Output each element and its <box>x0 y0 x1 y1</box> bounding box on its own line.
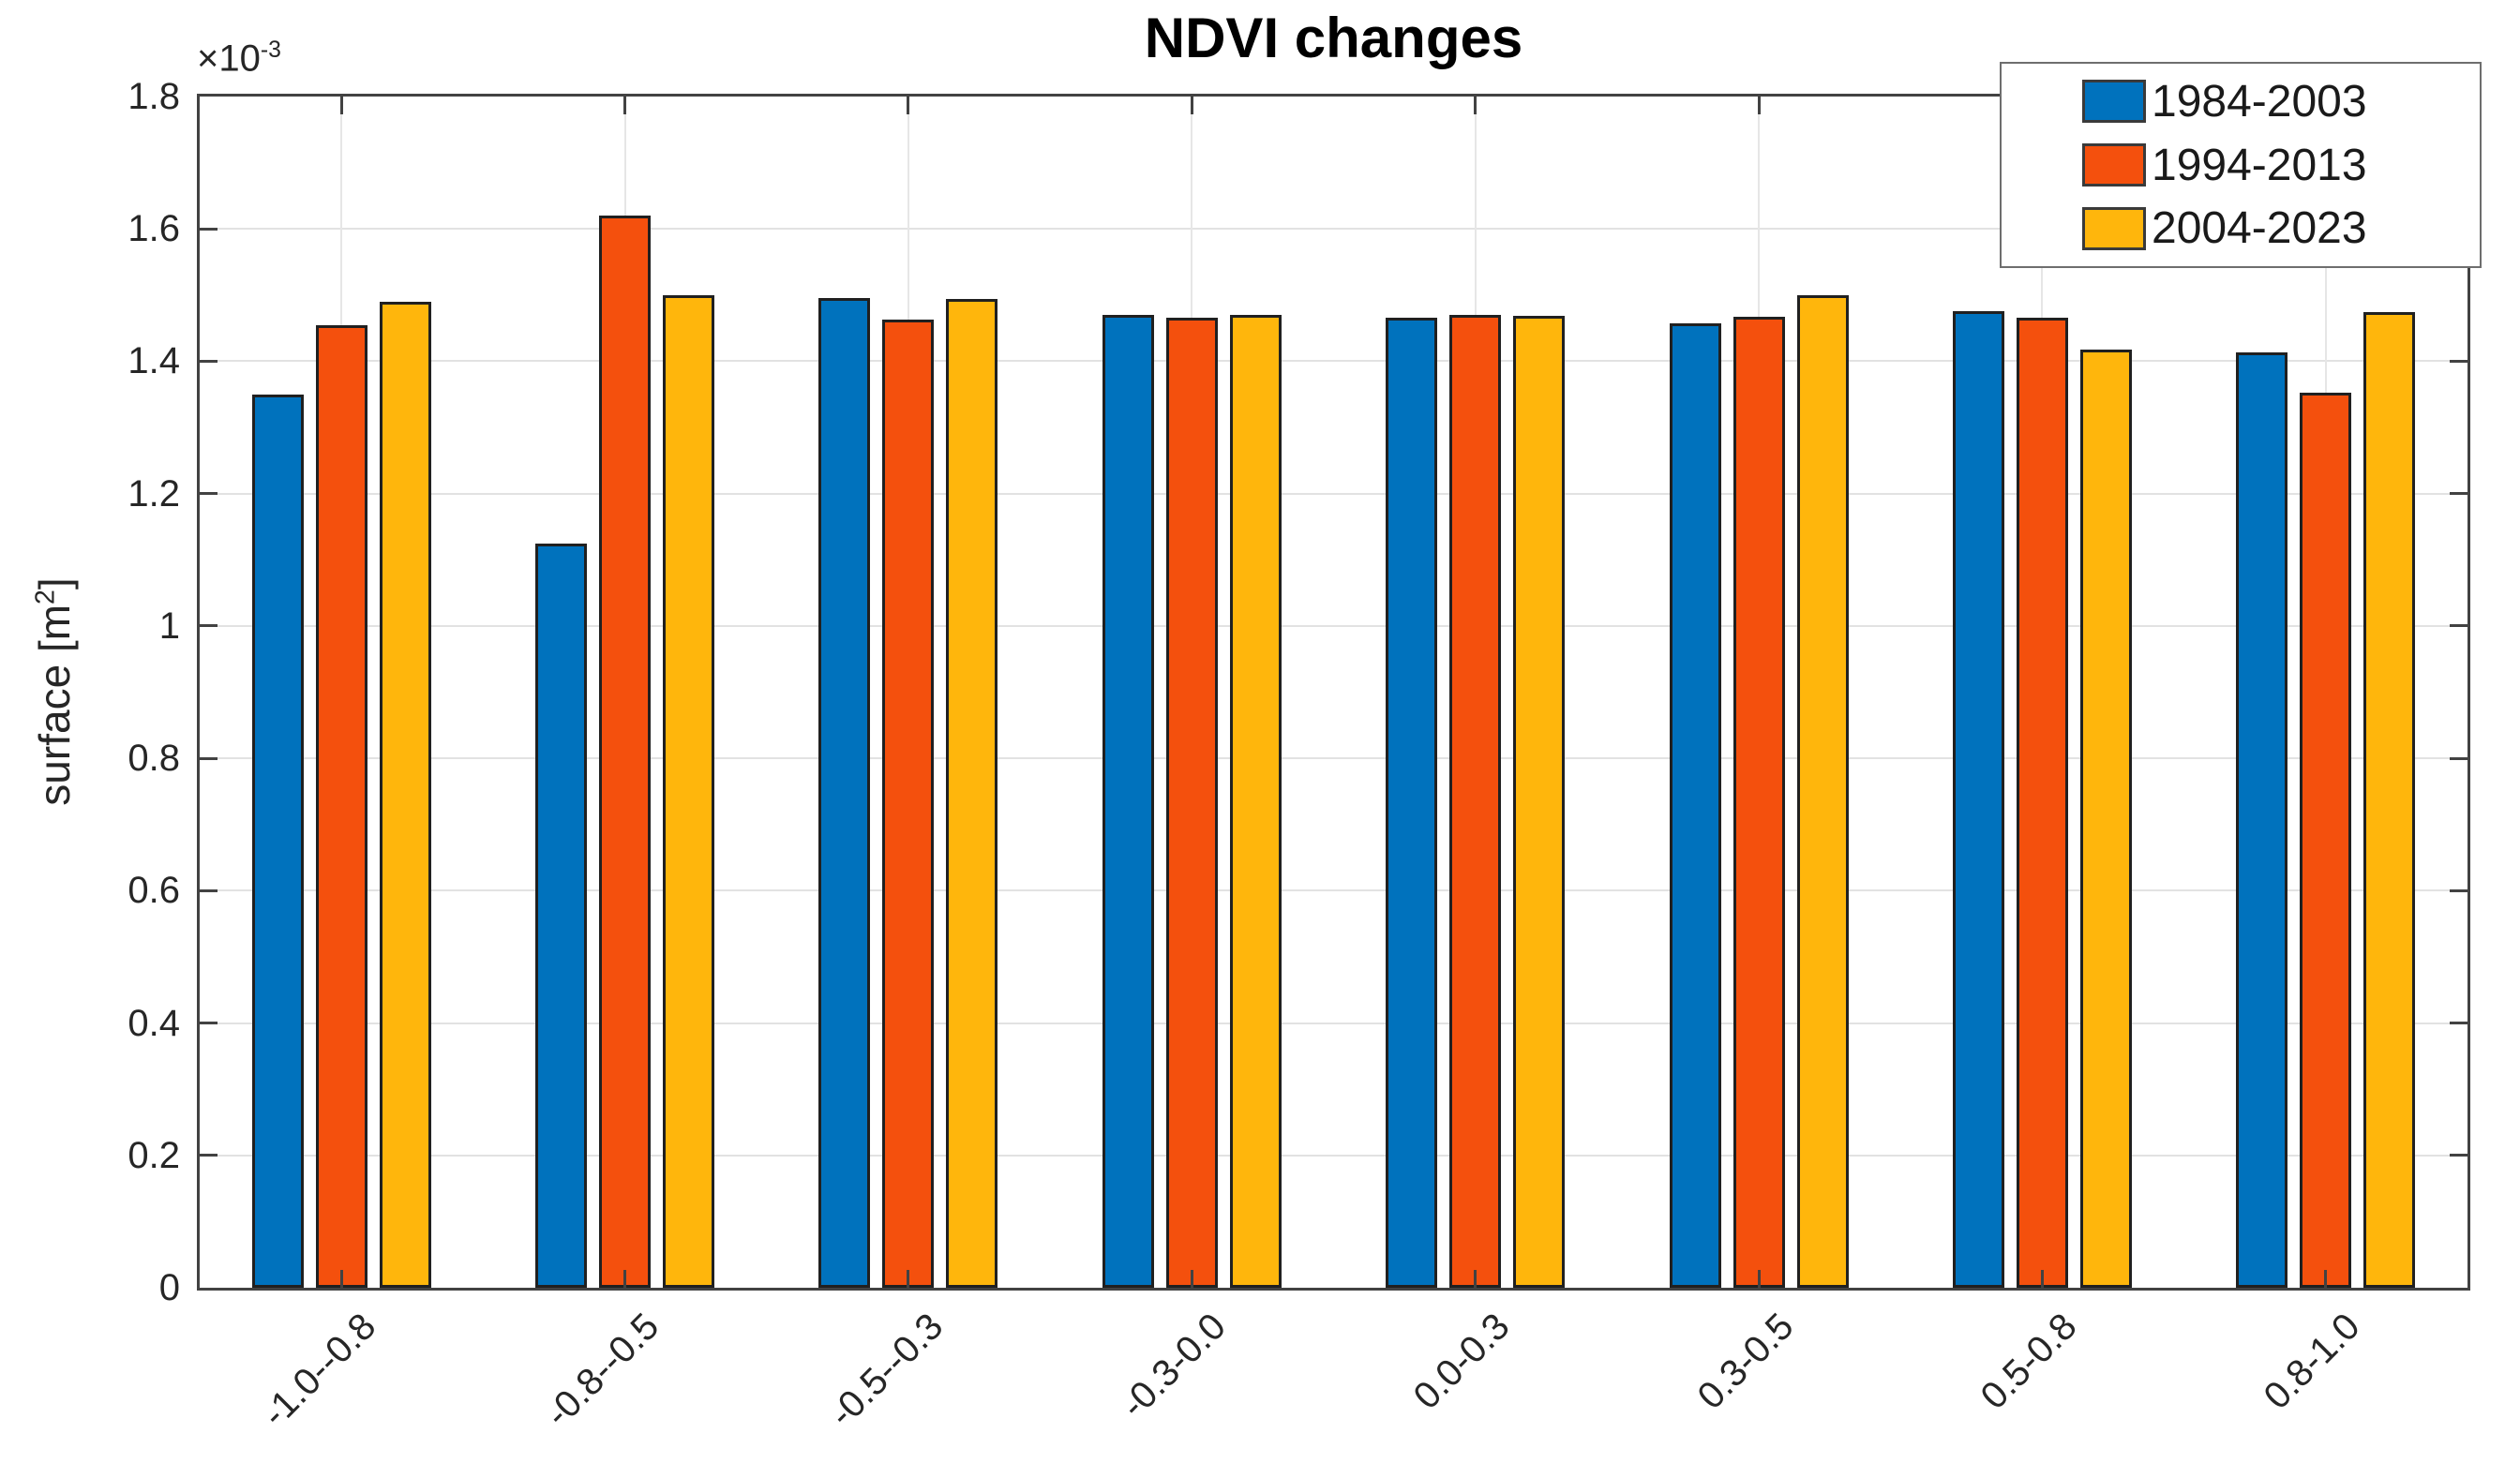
legend: 1984-2003 1994-2013 2004-2023 <box>2000 62 2482 268</box>
bar-1984-2003-0.3-0.5 <box>1669 323 1721 1288</box>
x-tick-label: 0.8-1.0 <box>2256 1306 2368 1418</box>
x-tick-mark-bottom <box>1757 1270 1761 1288</box>
y-tick-mark-left <box>200 1022 218 1025</box>
y-tick-label: 0.4 <box>128 1002 180 1044</box>
x-tick-label: -0.5--0.3 <box>821 1306 952 1436</box>
legend-entry-2004-2023: 2004-2023 <box>2082 202 2480 254</box>
y-tick-mark-left <box>200 492 218 496</box>
x-tick-mark-bottom <box>1474 1270 1478 1288</box>
x-tick-label: -0.3-0.0 <box>1113 1306 1235 1426</box>
bar-1984-2003--1.0--0.8 <box>251 394 304 1288</box>
y-tick-mark-right <box>2450 1022 2468 1025</box>
x-tick-mark-top <box>1474 97 1478 114</box>
y-tick-label: 1.4 <box>128 340 180 382</box>
y-tick-label: 1.8 <box>128 76 180 117</box>
y-tick-label: 0.2 <box>128 1134 180 1176</box>
bar-1994-2013-0.8-1.0 <box>2300 393 2352 1288</box>
y-tick-label: 1.2 <box>128 472 180 515</box>
x-tick-mark-bottom <box>907 1270 910 1288</box>
y-gridline <box>200 360 2468 363</box>
y-gridline <box>200 624 2468 627</box>
legend-label: 2004-2023 <box>2152 203 2367 254</box>
y-tick-mark-right <box>2450 1154 2468 1157</box>
x-tick-mark-bottom <box>2040 1270 2044 1288</box>
x-tick-mark-bottom <box>623 1270 627 1288</box>
bar-2004-2023-0.8-1.0 <box>2363 311 2416 1288</box>
plot-area <box>197 94 2470 1291</box>
x-tick-mark-top <box>623 97 627 114</box>
y-tick-mark-right <box>2450 359 2468 363</box>
bar-1984-2003--0.5--0.3 <box>818 297 871 1288</box>
y-tick-mark-right <box>2450 888 2468 892</box>
legend-entry-1994-2013: 1994-2013 <box>2082 140 2480 191</box>
legend-swatch-blue <box>2082 80 2146 124</box>
chart-title: NDVI changes <box>1144 7 1523 69</box>
bar-2004-2023--0.8--0.5 <box>663 294 715 1288</box>
bar-1994-2013--0.8--0.5 <box>599 216 652 1288</box>
y-tick-label: 1.6 <box>128 208 180 250</box>
bar-1994-2013-0.0-0.3 <box>1449 315 1502 1288</box>
bar-2004-2023-0.0-0.3 <box>1513 315 1566 1288</box>
y-tick-mark-left <box>200 1154 218 1157</box>
bar-2004-2023--1.0--0.8 <box>379 301 431 1288</box>
bar-1984-2003-0.0-0.3 <box>1386 317 1438 1288</box>
y-tick-mark-left <box>200 359 218 363</box>
y-tick-label: 0.6 <box>128 870 180 912</box>
y-tick-mark-left <box>200 227 218 231</box>
bar-1994-2013--0.3-0.0 <box>1165 317 1218 1288</box>
legend-label: 1994-2013 <box>2152 140 2367 190</box>
x-tick-mark-bottom <box>2324 1270 2328 1288</box>
y-tick-mark-right <box>2450 492 2468 496</box>
y-tick-label: 0.8 <box>128 738 180 780</box>
bar-1984-2003--0.8--0.5 <box>535 543 588 1288</box>
x-tick-mark-bottom <box>339 1270 343 1288</box>
y-multiplier-base: ×10 <box>197 37 261 80</box>
bar-1994-2013-0.5-0.8 <box>2016 317 2068 1288</box>
legend-entry-1984-2003: 1984-2003 <box>2082 76 2480 127</box>
x-tick-mark-top <box>1190 97 1193 114</box>
x-tick-label: 0.5-0.8 <box>1972 1306 2085 1418</box>
y-tick-mark-left <box>200 888 218 892</box>
y-tick-mark-right <box>2450 624 2468 628</box>
x-tick-mark-bottom <box>1190 1270 1193 1288</box>
y-gridline <box>200 228 2468 231</box>
y-gridline <box>200 492 2468 495</box>
bar-2004-2023--0.3-0.0 <box>1229 315 1282 1288</box>
x-tick-label: 0.0-0.3 <box>1405 1306 1518 1418</box>
bar-1984-2003--0.3-0.0 <box>1102 315 1154 1288</box>
y-tick-label: 0 <box>158 1267 180 1308</box>
bar-2004-2023-0.3-0.5 <box>1796 294 1849 1288</box>
y-gridline <box>200 1022 2468 1024</box>
y-tick-mark-left <box>200 756 218 760</box>
bar-1994-2013--0.5--0.3 <box>882 319 935 1288</box>
y-axis-label-suffix: ] <box>30 577 79 590</box>
legend-swatch-orange <box>2082 143 2146 187</box>
bar-2004-2023--0.5--0.3 <box>946 299 998 1288</box>
legend-swatch-yellow <box>2082 206 2146 250</box>
bar-1994-2013--1.0--0.8 <box>315 324 368 1288</box>
y-axis-multiplier: ×10-3 <box>197 37 281 80</box>
y-multiplier-exponent: -3 <box>260 37 281 63</box>
y-gridline <box>200 1154 2468 1157</box>
bar-1984-2003-0.5-0.8 <box>1952 310 2004 1288</box>
y-tick-mark-right <box>2450 756 2468 760</box>
y-tick-mark-left <box>200 624 218 628</box>
x-tick-mark-top <box>339 97 343 114</box>
x-tick-label: 0.3-0.5 <box>1689 1306 1802 1418</box>
x-tick-label: -1.0--0.8 <box>254 1306 384 1436</box>
x-tick-label: -0.8--0.5 <box>537 1306 668 1436</box>
bar-1984-2003-0.8-1.0 <box>2236 351 2288 1288</box>
x-tick-mark-top <box>1757 97 1761 114</box>
legend-label: 1984-2003 <box>2152 76 2367 127</box>
y-gridline <box>200 889 2468 892</box>
y-tick-label: 1 <box>158 605 180 647</box>
y-gridline <box>200 757 2468 760</box>
bar-2004-2023-0.5-0.8 <box>2079 350 2132 1288</box>
bar-1994-2013-0.3-0.5 <box>1732 317 1785 1288</box>
x-tick-mark-top <box>907 97 910 114</box>
